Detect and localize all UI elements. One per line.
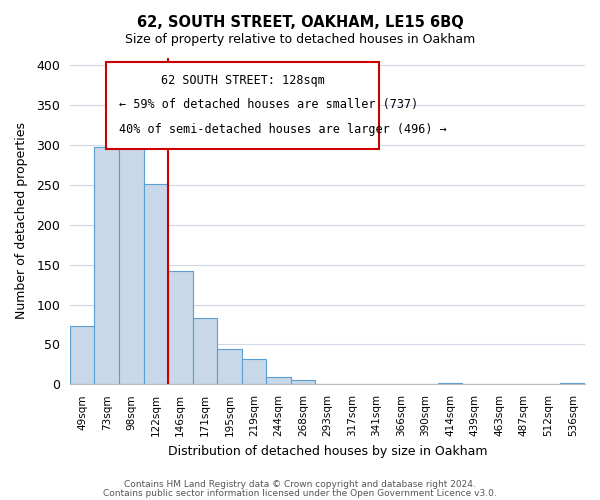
Bar [290, 380, 315, 384]
FancyBboxPatch shape [106, 62, 379, 149]
Bar [217, 349, 242, 384]
Bar [70, 326, 94, 384]
Bar [119, 143, 143, 384]
Bar [168, 271, 193, 384]
Text: 40% of semi-detached houses are larger (496) →: 40% of semi-detached houses are larger (… [119, 123, 446, 136]
Text: 62 SOUTH STREET: 128sqm: 62 SOUTH STREET: 128sqm [161, 74, 325, 87]
Bar [560, 382, 585, 384]
Y-axis label: Number of detached properties: Number of detached properties [15, 122, 28, 320]
Bar [438, 382, 463, 384]
Text: Contains HM Land Registry data © Crown copyright and database right 2024.: Contains HM Land Registry data © Crown c… [124, 480, 476, 489]
Text: ← 59% of detached houses are smaller (737): ← 59% of detached houses are smaller (73… [119, 98, 418, 112]
Text: 62, SOUTH STREET, OAKHAM, LE15 6BQ: 62, SOUTH STREET, OAKHAM, LE15 6BQ [137, 15, 463, 30]
Bar [242, 359, 266, 384]
Bar [193, 318, 217, 384]
Text: Contains public sector information licensed under the Open Government Licence v3: Contains public sector information licen… [103, 489, 497, 498]
Bar [266, 377, 290, 384]
Text: Size of property relative to detached houses in Oakham: Size of property relative to detached ho… [125, 32, 475, 46]
X-axis label: Distribution of detached houses by size in Oakham: Distribution of detached houses by size … [168, 444, 487, 458]
Bar [143, 184, 168, 384]
Bar [94, 147, 119, 384]
